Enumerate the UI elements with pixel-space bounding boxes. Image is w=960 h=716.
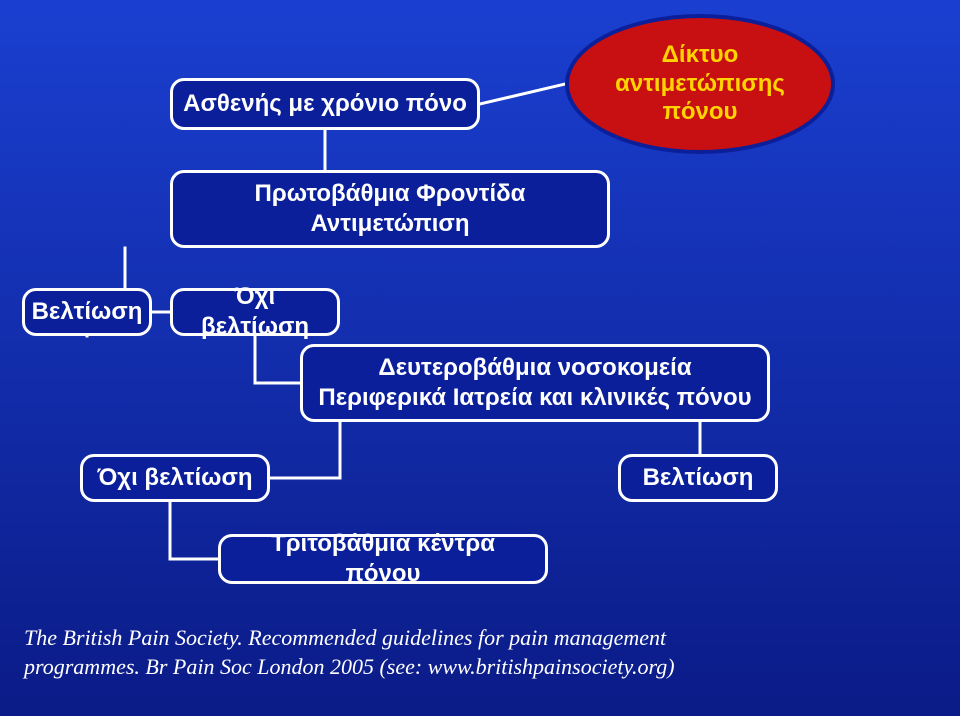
node-network-ellipse: Δίκτυο αντιμετώπισης πόνου [565, 14, 835, 154]
connector-line [270, 422, 340, 478]
connector-line [255, 336, 300, 383]
node-secondary-label: Δευτεροβάθμια νοσοκομεία Περιφερικά Ιατρ… [313, 353, 757, 413]
node-primary-label: Πρωτοβάθμια Φροντίδα Αντιμετώπιση [183, 179, 597, 239]
node-patient: Ασθενής με χρόνιο πόνο [170, 78, 480, 130]
citation-line-1: The British Pain Society. Recommended gu… [24, 624, 675, 653]
node-primary-care: Πρωτοβάθμια Φροντίδα Αντιμετώπιση [170, 170, 610, 248]
node-no-improvement-2: Όχι βελτίωση [80, 454, 270, 502]
node-secondary-care: Δευτεροβάθμια νοσοκομεία Περιφερικά Ιατρ… [300, 344, 770, 422]
node-improvement-2: Βελτίωση [618, 454, 778, 502]
node-network-label: Δίκτυο αντιμετώπισης πόνου [589, 41, 811, 127]
citation-line-2: programmes. Br Pain Soc London 2005 (see… [24, 653, 675, 682]
node-improvement-1-label: Βελτίωση [32, 297, 143, 327]
diagram-stage: Ασθενής με χρόνιο πόνο Δίκτυο αντιμετώπι… [0, 0, 960, 716]
node-no-improvement-1-label: Όχι βελτίωση [183, 282, 327, 342]
citation-text: The British Pain Society. Recommended gu… [24, 624, 675, 681]
node-improvement-2-label: Βελτίωση [643, 463, 754, 493]
node-patient-label: Ασθενής με χρόνιο πόνο [183, 89, 467, 119]
node-improvement-1: Βελτίωση [22, 288, 152, 336]
node-tertiary-label: Τριτοβάθμια κέντρα πόνου [231, 529, 535, 589]
connector-line [170, 502, 218, 559]
node-tertiary-care: Τριτοβάθμια κέντρα πόνου [218, 534, 548, 584]
node-no-improvement-1: Όχι βελτίωση [170, 288, 340, 336]
connector-line [480, 84, 565, 104]
node-no-improvement-2-label: Όχι βελτίωση [97, 463, 252, 493]
